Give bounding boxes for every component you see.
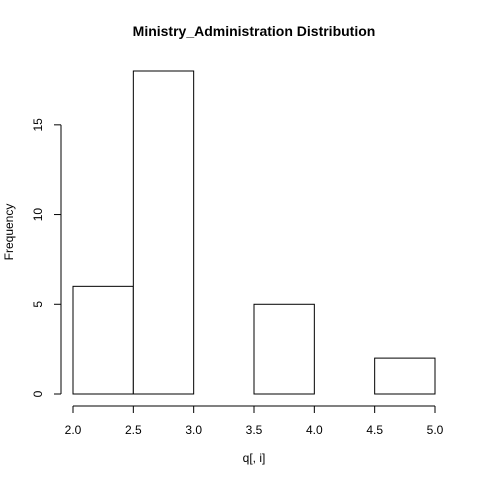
bars-group [72, 70, 436, 395]
histogram-bar-0 [72, 285, 134, 395]
x-axis-label: q[, i] [243, 451, 266, 465]
x-axis: 2.0 2.5 3.0 3.5 4.0 4.5 5.0 [65, 405, 444, 437]
chart-title: Ministry_Administration Distribution [133, 23, 376, 39]
x-tick-label-2: 3.0 [185, 423, 202, 437]
y-tick-label-0: 0 [31, 390, 45, 397]
y-tick-label-2: 10 [31, 208, 45, 222]
x-tick-label-1: 2.5 [125, 423, 142, 437]
x-tick-label-3: 3.5 [246, 423, 263, 437]
histogram-bar-5 [374, 357, 436, 395]
y-tick-label-1: 5 [31, 301, 45, 308]
y-tick-label-3: 15 [31, 118, 45, 132]
histogram-bar-1 [132, 70, 195, 395]
x-tick-label-4: 4.0 [306, 423, 323, 437]
x-tick-label-0: 2.0 [65, 423, 82, 437]
histogram-bar-3 [253, 303, 315, 395]
x-tick-label-6: 5.0 [427, 423, 444, 437]
y-axis: 0 5 10 15 [31, 118, 62, 397]
x-tick-label-5: 4.5 [366, 423, 383, 437]
y-axis-label: Frequency [2, 204, 16, 261]
